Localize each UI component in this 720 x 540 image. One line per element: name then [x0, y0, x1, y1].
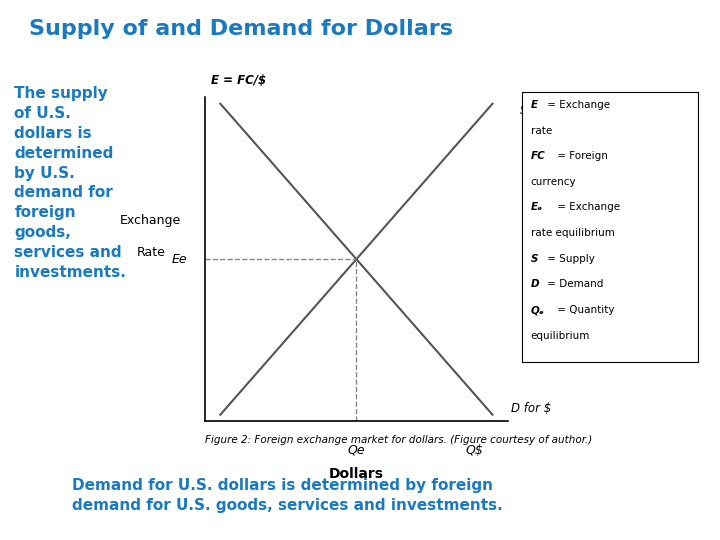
- Text: = Exchange: = Exchange: [544, 100, 610, 110]
- Text: rate equilibrium: rate equilibrium: [531, 228, 615, 238]
- Text: Ee: Ee: [171, 253, 187, 266]
- Text: Supply of and Demand for Dollars: Supply of and Demand for Dollars: [29, 19, 453, 39]
- Text: Q$: Q$: [465, 444, 483, 457]
- Text: rate: rate: [531, 125, 552, 136]
- Text: = Quantity: = Quantity: [554, 305, 614, 315]
- Text: Demand for U.S. dollars is determined by foreign
demand for U.S. goods, services: Demand for U.S. dollars is determined by…: [72, 478, 503, 512]
- Text: = Supply: = Supply: [544, 254, 595, 264]
- Text: E = FC/$: E = FC/$: [211, 75, 266, 87]
- Text: Rate: Rate: [136, 246, 165, 259]
- Text: equilibrium: equilibrium: [531, 330, 590, 341]
- Text: E: E: [531, 100, 538, 110]
- Text: = Demand: = Demand: [544, 279, 603, 289]
- Text: D: D: [531, 279, 539, 289]
- Text: S: S: [531, 254, 539, 264]
- Text: Exchange: Exchange: [120, 214, 181, 227]
- Text: Eₑ: Eₑ: [531, 202, 543, 213]
- Text: FC: FC: [531, 151, 546, 161]
- Text: Dollars: Dollars: [329, 467, 384, 481]
- Text: S of $: S of $: [520, 104, 554, 117]
- Text: Figure 2: Foreign exchange market for dollars. (Figure courtesy of author.): Figure 2: Foreign exchange market for do…: [205, 435, 593, 445]
- Text: D for $: D for $: [510, 402, 551, 415]
- Text: = Exchange: = Exchange: [554, 202, 620, 213]
- Text: = Foreign: = Foreign: [554, 151, 608, 161]
- Text: The supply
of U.S.
dollars is
determined
by U.S.
demand for
foreign
goods,
servi: The supply of U.S. dollars is determined…: [14, 86, 126, 280]
- Text: Qₑ: Qₑ: [531, 305, 545, 315]
- Text: Qe: Qe: [348, 444, 365, 457]
- Text: currency: currency: [531, 177, 577, 187]
